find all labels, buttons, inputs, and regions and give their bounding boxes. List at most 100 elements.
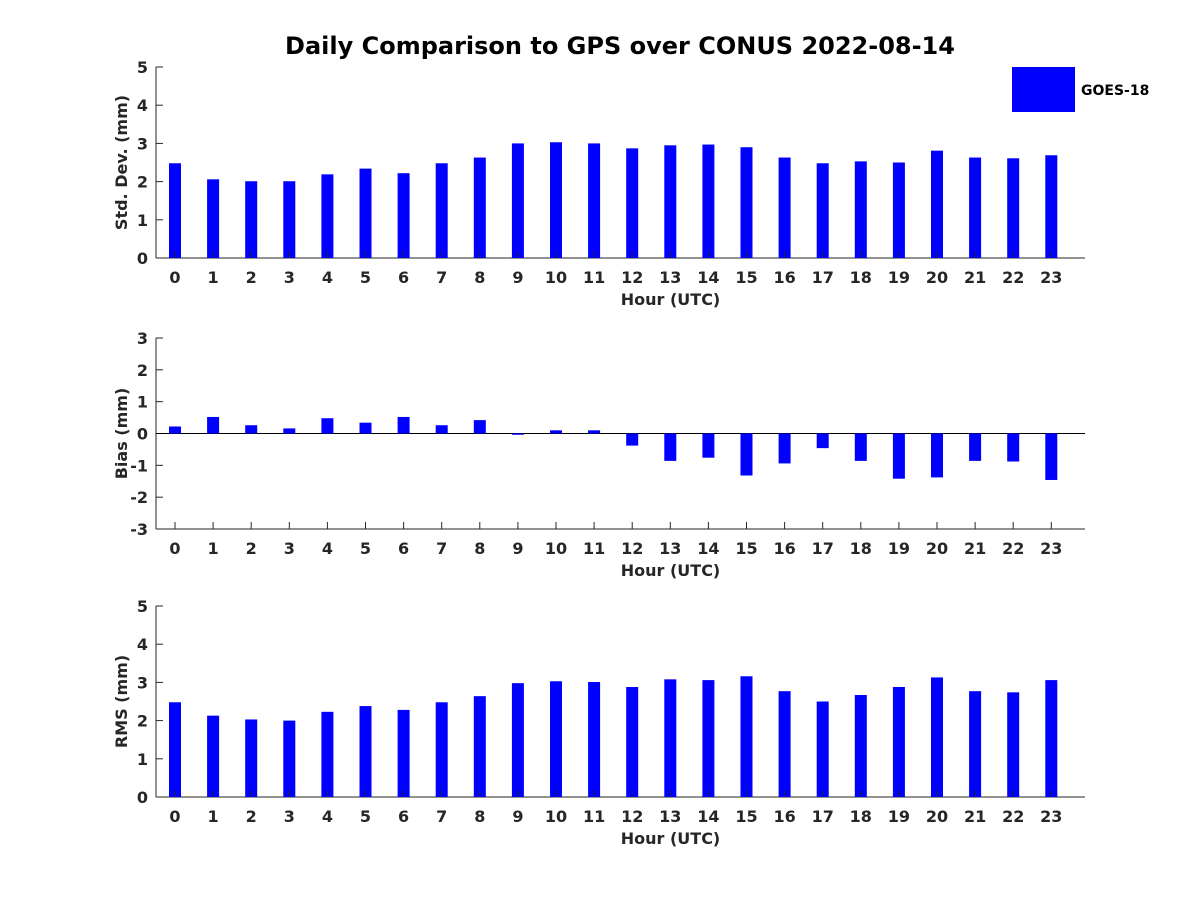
x-tick-label: 4 — [322, 268, 333, 287]
legend-label: GOES-18 — [1081, 83, 1149, 99]
x-axis-label: Hour (UTC) — [621, 290, 721, 309]
x-tick-label: 1 — [208, 539, 219, 558]
bar-std-4 — [321, 174, 334, 258]
x-tick-label: 14 — [697, 539, 719, 558]
bar-std-10 — [550, 142, 562, 258]
y-axis-label: Bias (mm) — [112, 388, 131, 480]
x-tick-label: 0 — [169, 268, 180, 287]
x-tick-label: 22 — [1002, 539, 1024, 558]
bar-bias-15 — [740, 433, 753, 476]
x-tick-label: 17 — [812, 268, 834, 287]
y-tick-label: 1 — [137, 393, 148, 412]
bar-std-8 — [473, 157, 486, 258]
bar-std-7 — [435, 163, 448, 258]
x-tick-label: 21 — [964, 539, 986, 558]
x-tick-label: 0 — [169, 539, 180, 558]
x-tick-label: 12 — [621, 268, 643, 287]
x-tick-label: 22 — [1002, 268, 1024, 287]
bar-bias-2 — [245, 425, 258, 434]
bar-bias-17 — [816, 433, 829, 449]
x-tick-label: 10 — [545, 268, 567, 287]
x-tick-label: 5 — [360, 268, 371, 287]
x-tick-label: 11 — [583, 807, 605, 826]
x-tick-label: 16 — [773, 539, 795, 558]
x-tick-label: 21 — [964, 268, 986, 287]
x-axis-label: Hour (UTC) — [621, 561, 721, 580]
y-tick-label: 4 — [137, 96, 148, 115]
x-tick-label: 6 — [398, 539, 409, 558]
bar-std-23 — [1045, 155, 1058, 258]
bar-std-15 — [740, 147, 753, 258]
x-tick-label: 20 — [926, 539, 948, 558]
y-tick-label: -1 — [130, 456, 148, 475]
bar-bias-0 — [169, 426, 181, 434]
bar-bias-23 — [1045, 433, 1058, 480]
x-tick-label: 18 — [850, 268, 872, 287]
bar-bias-6 — [397, 416, 410, 434]
x-tick-label: 18 — [850, 807, 872, 826]
y-tick-label: -2 — [130, 488, 148, 507]
bar-rms-16 — [778, 691, 791, 797]
bar-bias-10 — [550, 430, 562, 434]
x-tick-label: 8 — [474, 807, 485, 826]
x-tick-label: 3 — [284, 807, 295, 826]
y-tick-label: 2 — [137, 173, 148, 192]
bar-bias-19 — [892, 433, 905, 479]
x-tick-label: 9 — [512, 807, 523, 826]
y-tick-label: 0 — [137, 249, 148, 268]
x-tick-label: 0 — [169, 807, 180, 826]
x-tick-label: 17 — [812, 539, 834, 558]
bar-std-20 — [931, 150, 943, 258]
x-tick-label: 8 — [474, 539, 485, 558]
bar-bias-20 — [931, 433, 943, 478]
x-tick-label: 2 — [246, 268, 257, 287]
bar-rms-13 — [664, 679, 677, 797]
bar-rms-7 — [435, 702, 448, 797]
x-tick-label: 18 — [850, 539, 872, 558]
bar-bias-9 — [511, 433, 524, 435]
x-tick-label: 11 — [583, 539, 605, 558]
bar-bias-18 — [854, 433, 867, 461]
x-tick-label: 2 — [246, 539, 257, 558]
bar-bias-3 — [283, 428, 296, 434]
x-tick-label: 13 — [659, 807, 681, 826]
bar-std-14 — [702, 144, 715, 258]
y-tick-label: 2 — [137, 361, 148, 380]
x-tick-label: 23 — [1040, 807, 1062, 826]
y-tick-label: 1 — [137, 750, 148, 769]
x-tick-label: 12 — [621, 807, 643, 826]
x-tick-label: 7 — [436, 268, 447, 287]
x-tick-label: 6 — [398, 268, 409, 287]
y-tick-label: 3 — [137, 673, 148, 692]
y-axis-label: Std. Dev. (mm) — [112, 95, 131, 230]
y-tick-label: 5 — [137, 58, 148, 77]
bar-std-13 — [664, 145, 677, 258]
x-tick-label: 20 — [926, 807, 948, 826]
bar-rms-0 — [169, 702, 181, 797]
bar-std-11 — [588, 143, 601, 258]
y-tick-label: 0 — [137, 788, 148, 807]
bar-rms-4 — [321, 711, 334, 797]
bar-bias-5 — [359, 422, 372, 434]
bar-bias-21 — [969, 433, 982, 461]
bar-rms-20 — [931, 677, 943, 797]
bar-bias-8 — [473, 420, 486, 434]
bar-bias-12 — [626, 433, 639, 446]
bar-std-17 — [816, 163, 829, 258]
chart-title: Daily Comparison to GPS over CONUS 2022-… — [285, 32, 955, 60]
bar-rms-2 — [245, 719, 258, 797]
bar-rms-6 — [397, 709, 410, 797]
x-tick-label: 7 — [436, 539, 447, 558]
bar-bias-16 — [778, 433, 791, 464]
bar-rms-15 — [740, 676, 753, 797]
x-tick-label: 15 — [735, 268, 757, 287]
x-tick-label: 3 — [284, 539, 295, 558]
x-tick-label: 14 — [697, 807, 719, 826]
y-axis-label: RMS (mm) — [112, 655, 131, 748]
x-tick-label: 16 — [773, 268, 795, 287]
y-tick-label: 2 — [137, 712, 148, 731]
bar-rms-8 — [473, 696, 486, 797]
bar-rms-1 — [207, 715, 220, 797]
bar-rms-18 — [854, 695, 867, 797]
